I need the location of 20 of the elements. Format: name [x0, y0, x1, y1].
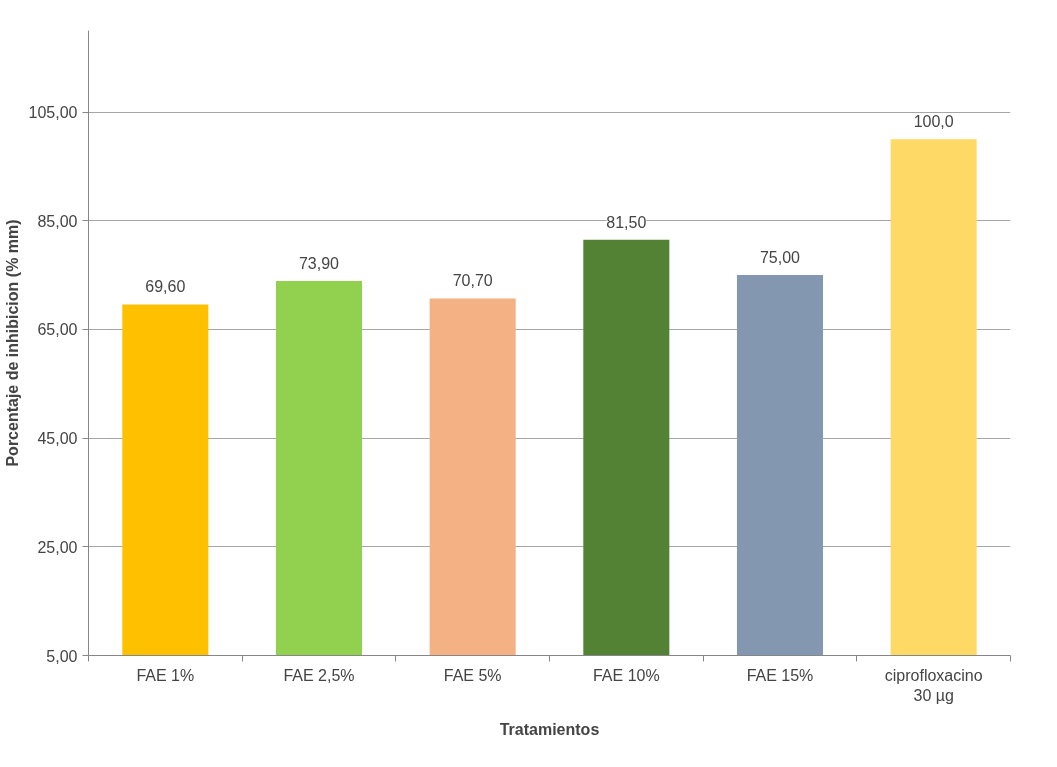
data-label: 81,50 — [606, 213, 647, 231]
y-tick-label: 5,00 — [46, 647, 78, 665]
data-label: 73,90 — [298, 255, 340, 273]
y-tick-label: 65,00 — [37, 321, 78, 339]
x-tick-label: ciprofloxacino 30 µg — [884, 666, 983, 704]
data-label: 100,0 — [913, 113, 954, 131]
x-tick-label: FAE 15% — [746, 666, 814, 684]
y-tick-label: 105,00 — [28, 104, 78, 122]
x-axis-title: Tratamientos — [499, 720, 600, 738]
y-tick-label: 85,00 — [37, 212, 78, 230]
x-tick-label: FAE 2,5% — [283, 666, 355, 684]
x-tick-label: FAE 10% — [592, 666, 660, 684]
y-axis-title: Porcentaje de inhibicion (% mm) — [3, 219, 21, 467]
y-tick-label: 25,00 — [37, 538, 78, 556]
data-label: 70,70 — [452, 272, 493, 290]
x-tick-label: FAE 1% — [136, 666, 195, 684]
y-tick-label: 45,00 — [37, 430, 78, 448]
data-label: 75,00 — [759, 249, 801, 267]
x-tick-label: FAE 5% — [443, 666, 502, 684]
data-label: 69,60 — [145, 278, 186, 296]
